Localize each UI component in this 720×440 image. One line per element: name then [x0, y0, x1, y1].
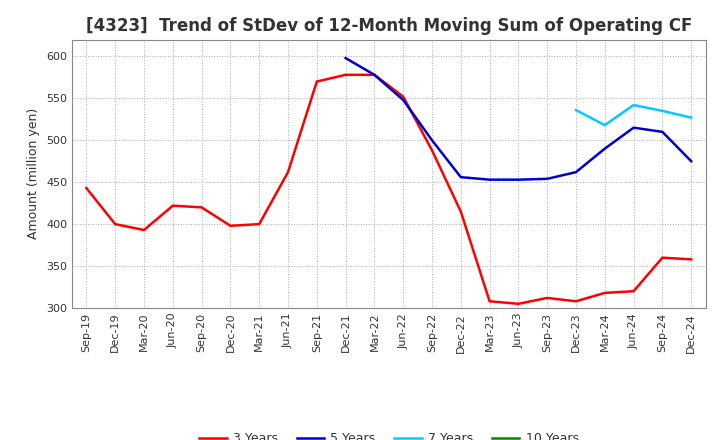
7 Years — [572, 107, 580, 113]
Line: 5 Years: 5 Years — [346, 58, 691, 180]
3 Years — [658, 255, 667, 260]
5 Years — [687, 158, 696, 164]
5 Years — [572, 169, 580, 175]
Title: [4323]  Trend of StDev of 12-Month Moving Sum of Operating CF: [4323] Trend of StDev of 12-Month Moving… — [86, 17, 692, 35]
Y-axis label: Amount (million yen): Amount (million yen) — [27, 108, 40, 239]
5 Years — [485, 177, 494, 182]
5 Years — [456, 175, 465, 180]
7 Years — [658, 108, 667, 114]
3 Years — [629, 289, 638, 294]
5 Years — [658, 129, 667, 135]
5 Years — [428, 138, 436, 143]
Line: 3 Years: 3 Years — [86, 75, 691, 304]
5 Years — [600, 146, 609, 151]
3 Years — [572, 299, 580, 304]
3 Years — [687, 257, 696, 262]
3 Years — [543, 295, 552, 301]
3 Years — [197, 205, 206, 210]
3 Years — [312, 79, 321, 84]
3 Years — [111, 221, 120, 227]
3 Years — [370, 72, 379, 77]
5 Years — [543, 176, 552, 181]
3 Years — [168, 203, 177, 208]
3 Years — [140, 227, 148, 233]
Line: 7 Years: 7 Years — [576, 105, 691, 125]
3 Years — [428, 148, 436, 153]
3 Years — [456, 209, 465, 214]
3 Years — [284, 169, 292, 175]
3 Years — [341, 72, 350, 77]
5 Years — [514, 177, 523, 182]
3 Years — [399, 94, 408, 99]
3 Years — [226, 223, 235, 228]
7 Years — [687, 115, 696, 120]
5 Years — [341, 55, 350, 61]
5 Years — [629, 125, 638, 130]
7 Years — [600, 122, 609, 128]
5 Years — [399, 97, 408, 103]
Legend: 3 Years, 5 Years, 7 Years, 10 Years: 3 Years, 5 Years, 7 Years, 10 Years — [194, 427, 583, 440]
3 Years — [82, 185, 91, 191]
3 Years — [514, 301, 523, 306]
3 Years — [600, 290, 609, 296]
3 Years — [255, 221, 264, 227]
7 Years — [629, 103, 638, 108]
3 Years — [485, 299, 494, 304]
5 Years — [370, 72, 379, 77]
